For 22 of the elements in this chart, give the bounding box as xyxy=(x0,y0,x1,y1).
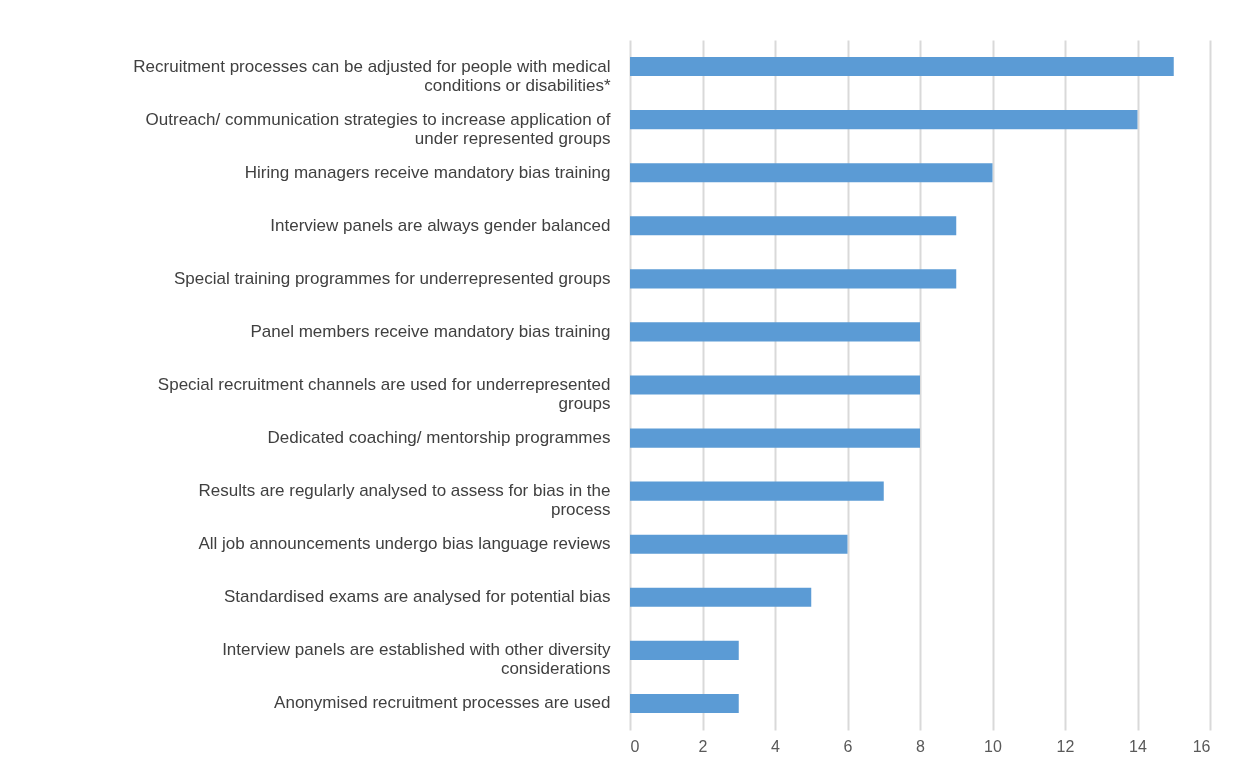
x-tick-label: 16 xyxy=(1192,737,1211,755)
y-tick-label: Recruitment processes can be adjusted for people with medical conditions or disabilities* xyxy=(133,56,611,95)
x-tick-label: 4 xyxy=(771,737,781,755)
x-tick-label: 10 xyxy=(984,737,1002,755)
x-tick-label: 6 xyxy=(843,737,853,755)
y-tick-label: Panel members receive mandatory bias training xyxy=(250,321,611,341)
y-tick-label: Interview panels are established with other diversity considerations xyxy=(222,640,611,679)
x-tick-label: 2 xyxy=(698,737,708,755)
y-tick-label: Outreach/ communication strategies to increase application of under represented groups xyxy=(145,109,611,148)
x-tick-label: 12 xyxy=(1056,737,1075,755)
x-tick-label: 8 xyxy=(916,737,926,755)
y-tick-label: Anonymised recruitment processes are used xyxy=(274,693,611,713)
y-tick-label: Standardised exams are analysed for potential bias xyxy=(223,587,611,607)
y-tick-label: Hiring managers receive mandatory bias training xyxy=(244,162,611,182)
y-tick-label: Results are regularly analysed to assess for bias in the process xyxy=(198,481,611,520)
y-tick-label: Dedicated coaching/ mentorship programmes xyxy=(267,428,611,448)
x-tick-label: 14 xyxy=(1129,737,1147,755)
y-tick-label: All job announcements undergo bias language reviews xyxy=(198,534,611,554)
y-tick-label: Interview panels are always gender balanced xyxy=(270,215,611,235)
x-tick-label: 0 xyxy=(630,737,640,755)
y-tick-label: Special recruitment channels are used for underrepresented groups xyxy=(157,375,611,413)
y-tick-label: Special training programmes for underrepresented groups xyxy=(173,268,611,288)
